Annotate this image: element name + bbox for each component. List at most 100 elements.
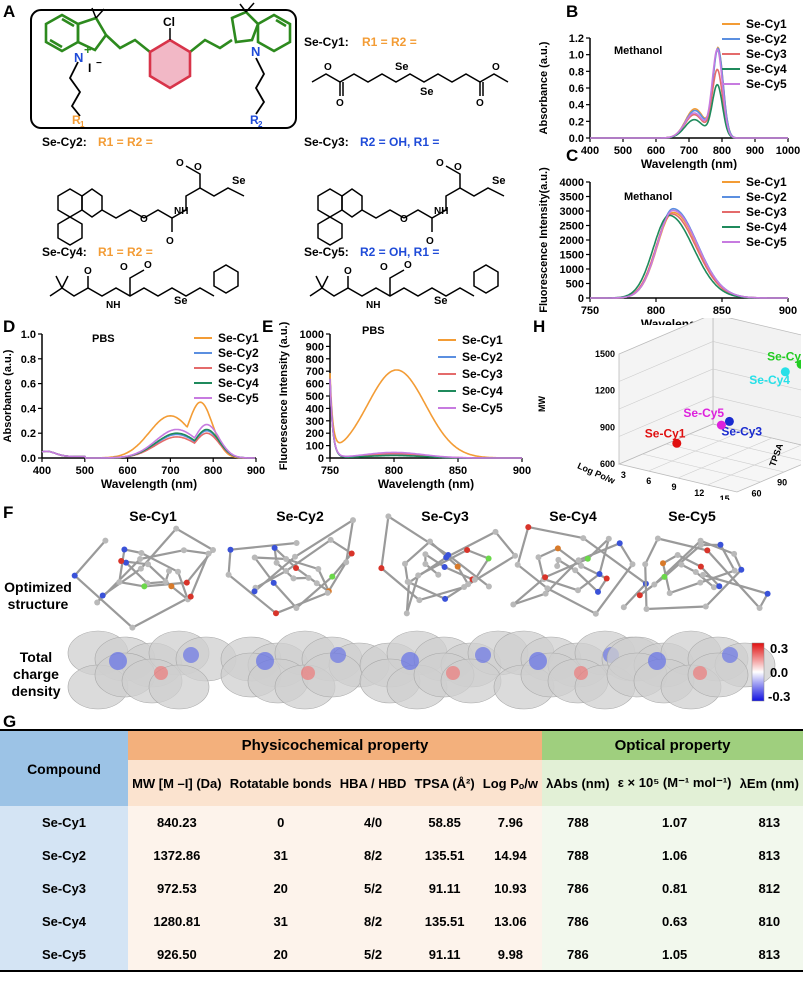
atom [343, 559, 350, 566]
atom [643, 606, 650, 612]
bond [444, 565, 473, 581]
y-tick-label-c: 3000 [560, 206, 584, 218]
bond [345, 519, 355, 563]
atom [700, 571, 706, 578]
atom [427, 538, 433, 545]
atom [402, 560, 408, 567]
charge-density-se-cy2 [220, 630, 390, 710]
atom [350, 517, 356, 524]
svg-text:O: O [140, 214, 148, 225]
bond [176, 571, 189, 600]
side-wall-plane [618, 318, 714, 465]
y-tick-label-b: 1.2 [569, 33, 584, 45]
y-axis-label-e: Fluorescence Intensity (a.u.) [278, 321, 290, 470]
bond [580, 564, 608, 580]
atom [642, 561, 649, 568]
atom [273, 610, 279, 617]
x-tick-label-b: 700 [680, 145, 698, 157]
colorbar-min: -0.3 [768, 689, 790, 704]
atom [94, 599, 101, 606]
counter-ion: I [88, 61, 91, 75]
column-header: Log Pₒ/w [478, 760, 543, 806]
colorbar [751, 642, 765, 702]
x-tick-label-c: 850 [713, 305, 731, 317]
table-cell: 9.98 [478, 938, 543, 972]
atom [187, 593, 194, 600]
properties-table: Compound Physicochemical property Optica… [0, 729, 803, 972]
secy2-fmoc-structure [57, 165, 245, 246]
atom [99, 592, 106, 599]
bond [578, 542, 621, 562]
bond [706, 549, 761, 609]
atom [544, 585, 551, 592]
svg-text:O: O [84, 266, 92, 277]
charge-density-se-cy1 [67, 630, 237, 710]
table-row: Se-Cy4 1280.81 31 8/2 135.51 13.06 786 0.63 810 [0, 905, 803, 938]
panel-label-g: G [3, 712, 17, 731]
atom [620, 604, 627, 611]
y-tick-label-e: 300 [306, 416, 324, 428]
column-header: TPSA (Å²) [410, 760, 479, 806]
y-tick-label-b: 1.0 [569, 50, 584, 62]
y-axis-label-d: Absorbance (a.u.) [2, 349, 14, 442]
table-cell: 8/2 [335, 905, 411, 938]
table-cell: 4/0 [335, 806, 411, 839]
atom [575, 557, 582, 564]
legend-label-se-cy1-e: Se-Cy1 [462, 333, 503, 347]
atom [137, 556, 144, 562]
bond [618, 542, 634, 565]
svg-text:O: O [324, 62, 332, 73]
table-cell: 135.51 [410, 905, 479, 938]
svg-text:Se: Se [174, 295, 187, 307]
x-tick-label-h: 6 [646, 476, 651, 486]
bond [387, 515, 449, 556]
y-tick-label-e: 500 [306, 391, 324, 403]
bond [170, 585, 189, 601]
x-tick-label-d: 500 [76, 465, 94, 477]
table-cell: 58.85 [410, 806, 479, 839]
svg-text:O: O [144, 260, 152, 271]
x-tick-label-b: 800 [713, 145, 731, 157]
legend-label-se-cy2-e: Se-Cy2 [462, 350, 503, 364]
bond [622, 582, 647, 609]
svg-text:O: O [344, 266, 352, 277]
atom [464, 547, 471, 553]
atom [102, 537, 109, 544]
atom [210, 547, 216, 553]
table-cell: 0 [225, 806, 336, 839]
atom [385, 513, 392, 520]
solvent-label-e: PBS [362, 325, 385, 337]
panel-g-table-wrap: Compound Physicochemical property Optica… [0, 729, 803, 972]
bond [380, 516, 390, 569]
atom [406, 579, 412, 586]
atom [555, 556, 562, 563]
bond [254, 556, 287, 561]
panel-label-d: D [3, 317, 16, 336]
r1-label: R [72, 113, 81, 127]
scatter-point-se-cy4 [780, 367, 790, 377]
y-tick-label-e: 700 [306, 366, 324, 378]
atom [711, 584, 717, 591]
atom [596, 571, 603, 577]
atom [378, 565, 385, 572]
table-cell: 810 [735, 905, 803, 938]
atom [270, 579, 277, 586]
physchem-header: Physicochemical property [128, 729, 543, 760]
charge-density-se-cy5 [606, 630, 776, 710]
bond [331, 552, 353, 578]
bond [466, 548, 490, 560]
bond [175, 527, 214, 551]
atom [654, 535, 661, 542]
bond [445, 530, 497, 559]
z-tick-label-h: 1200 [595, 386, 615, 396]
legend-label-se-cy4-c: Se-Cy4 [746, 220, 787, 234]
table-cell: 20 [225, 938, 336, 972]
legend-label-se-cy2-d: Se-Cy2 [218, 346, 259, 360]
y-axis-label-b: Absorbance (a.u.) [538, 41, 550, 134]
negative-region [722, 647, 738, 663]
legend-label-se-cy5-c: Se-Cy5 [746, 235, 787, 249]
atom [71, 572, 78, 579]
bond [118, 549, 126, 583]
x-axis-label-c: Wavelength (nm) [641, 317, 737, 325]
bond [408, 556, 447, 584]
